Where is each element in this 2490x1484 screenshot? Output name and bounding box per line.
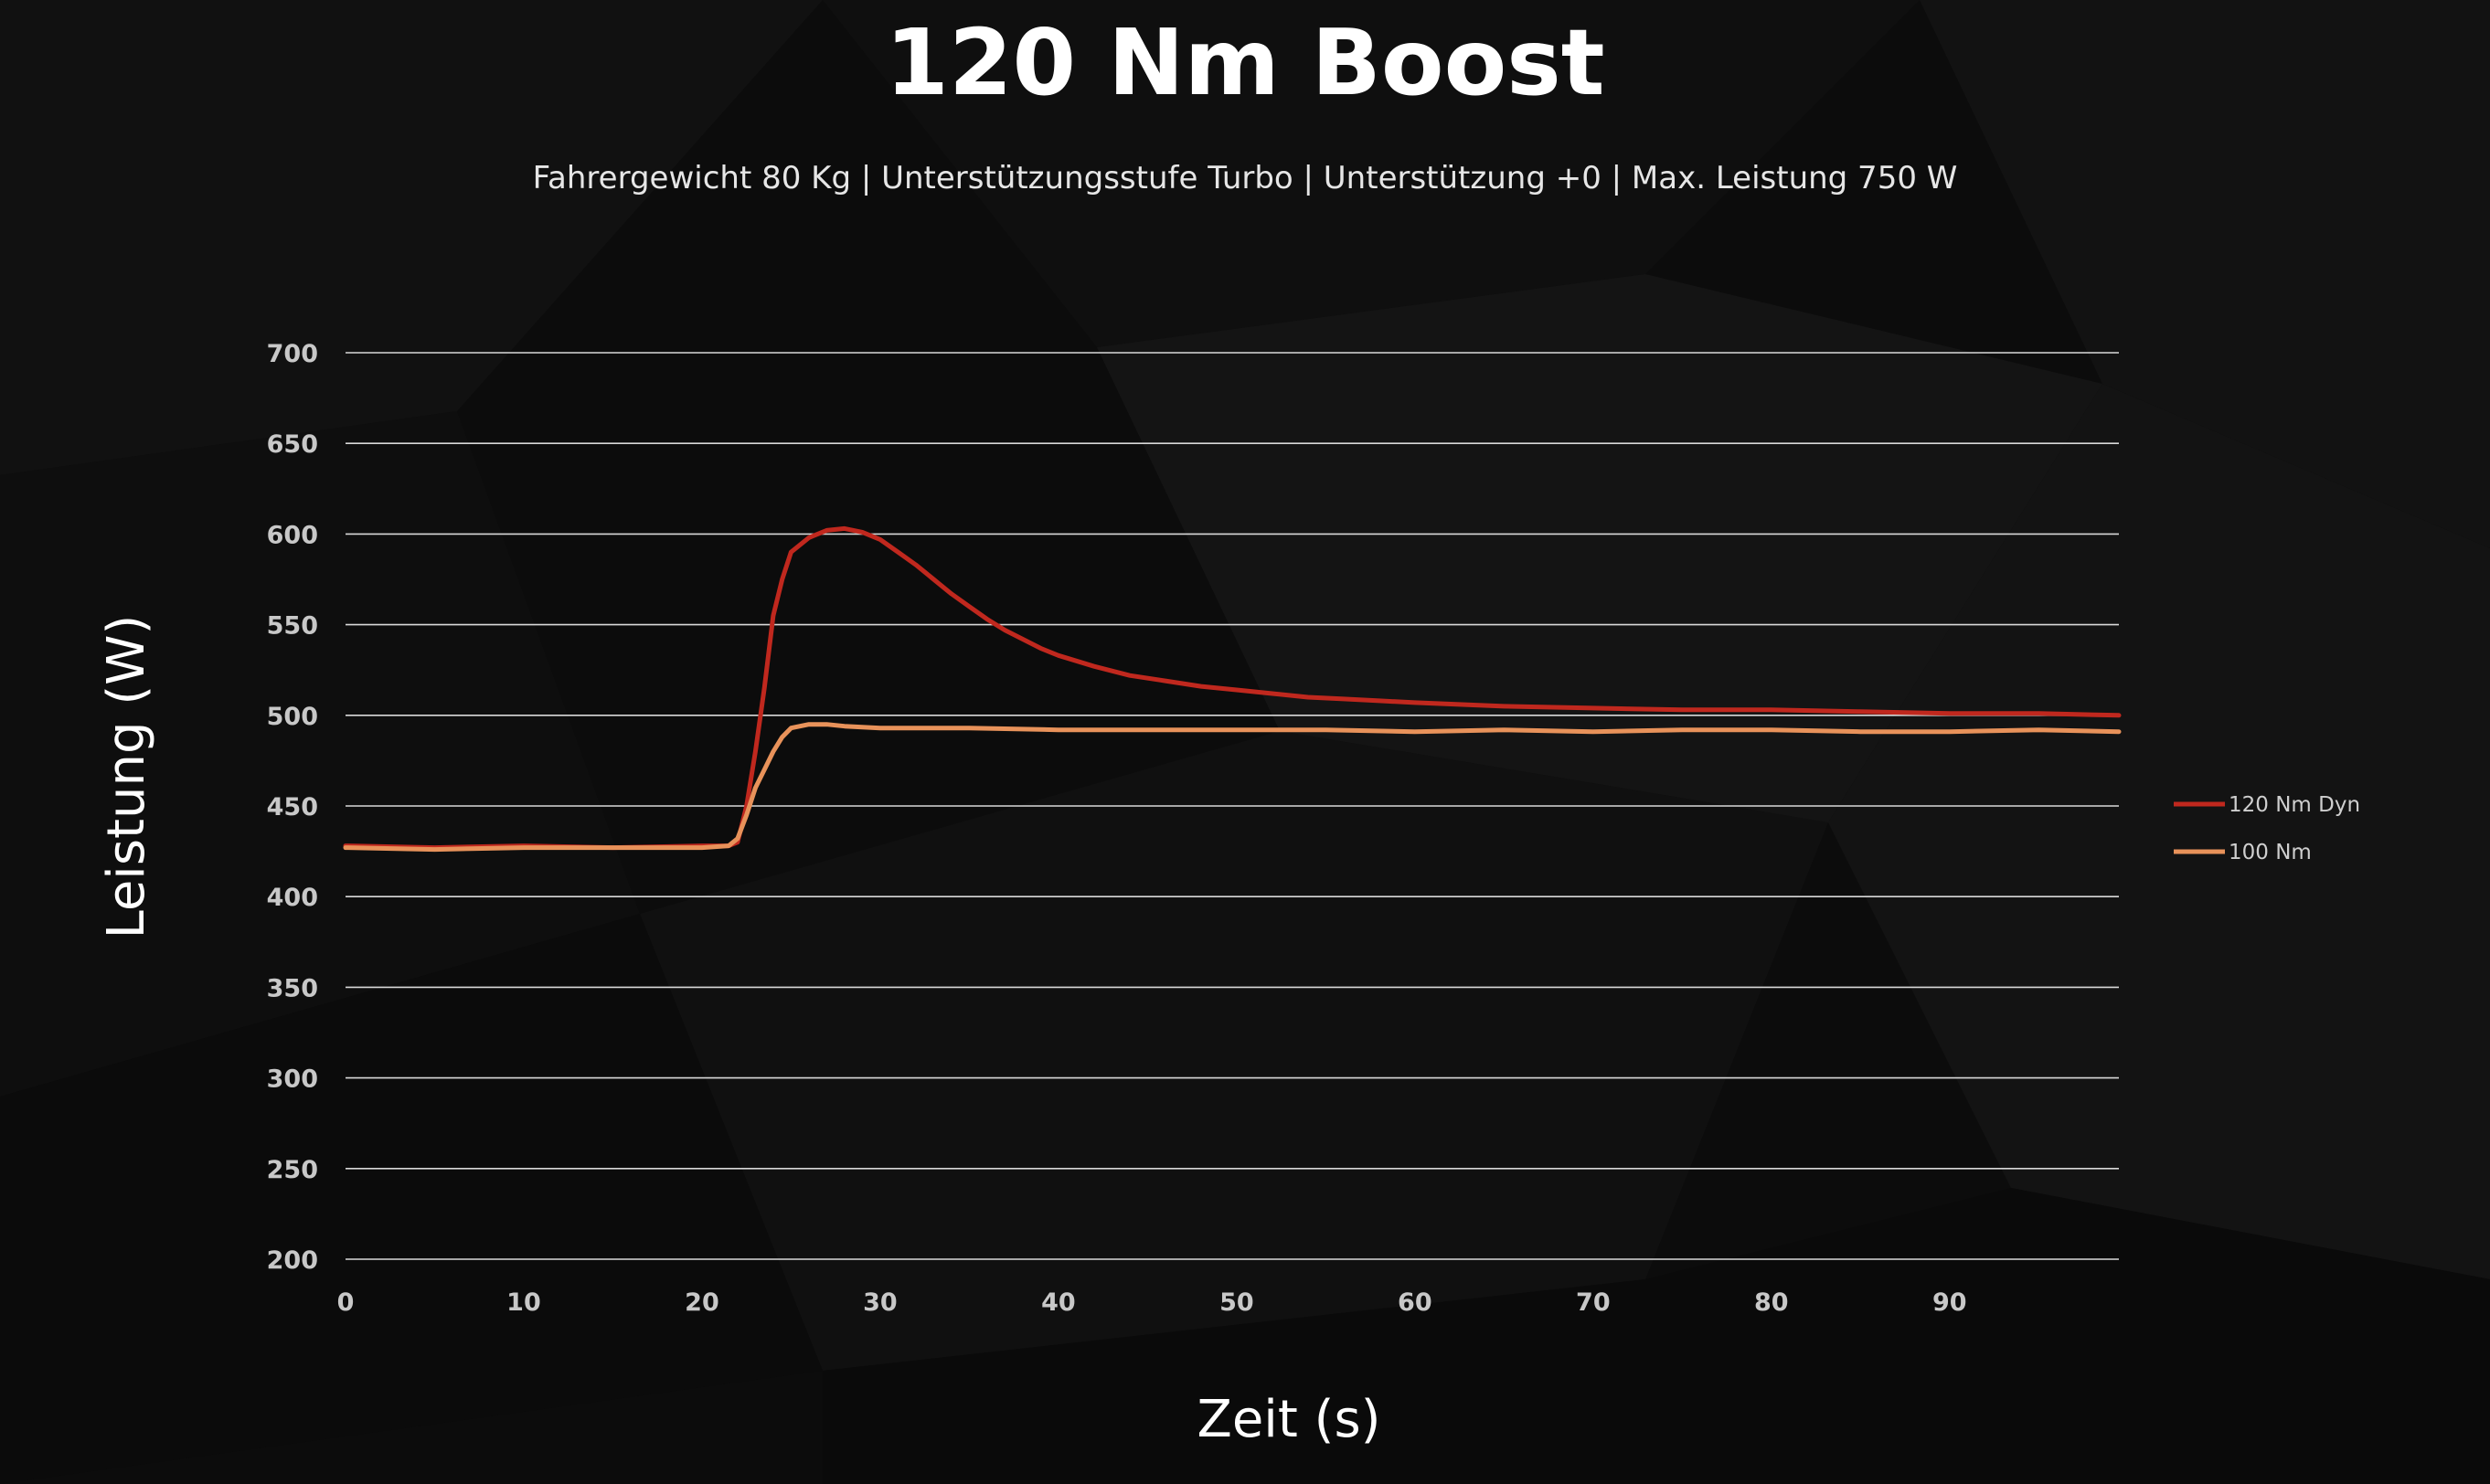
y-tick-label: 550	[267, 612, 318, 641]
legend-label: 120 Nm Dyn	[2229, 793, 2360, 817]
y-tick-label: 200	[267, 1246, 318, 1275]
x-tick-label: 70	[1576, 1288, 1611, 1317]
chart-subtitle: Fahrergewicht 80 Kg | Unterstützungsstuf…	[532, 160, 1958, 196]
x-tick-label: 20	[685, 1288, 719, 1317]
y-axis-ticks: 200 250 300 350 400 450 500 550 600 650 700	[267, 340, 318, 1275]
x-tick-label: 50	[1219, 1288, 1254, 1317]
y-tick-label: 300	[267, 1065, 318, 1094]
y-tick-label: 500	[267, 703, 318, 731]
x-tick-label: 60	[1398, 1288, 1432, 1317]
x-tick-label: 90	[1932, 1288, 1967, 1317]
y-tick-label: 400	[267, 884, 318, 912]
y-tick-label: 250	[267, 1156, 318, 1184]
x-tick-label: 30	[863, 1288, 898, 1317]
x-axis-title: Zeit (s)	[1197, 1390, 1380, 1449]
x-tick-label: 0	[337, 1288, 355, 1317]
legend-label: 100 Nm	[2229, 841, 2312, 864]
y-tick-label: 700	[267, 340, 318, 368]
legend-item[interactable]: 100 Nm	[2174, 841, 2312, 864]
legend-item[interactable]: 120 Nm Dyn	[2174, 793, 2360, 817]
x-axis-ticks: 0 10 20 30 40 50 60 70 80 90	[337, 1288, 1967, 1317]
y-axis-title: Leistung (W)	[97, 615, 156, 939]
y-tick-label: 650	[267, 430, 318, 459]
series-line-0	[343, 525, 2122, 851]
chart-title: 120 Nm Boost	[885, 9, 1605, 116]
x-tick-label: 40	[1041, 1288, 1076, 1317]
grid-lines	[346, 352, 2119, 1260]
y-tick-label: 450	[267, 793, 318, 822]
x-tick-label: 80	[1754, 1288, 1789, 1317]
y-tick-label: 600	[267, 521, 318, 549]
y-tick-label: 350	[267, 974, 318, 1002]
legend[interactable]: 120 Nm Dyn 100 Nm	[2174, 793, 2360, 864]
x-tick-label: 10	[506, 1288, 541, 1317]
series-lines	[343, 525, 2122, 853]
series-line-1	[343, 722, 2122, 853]
